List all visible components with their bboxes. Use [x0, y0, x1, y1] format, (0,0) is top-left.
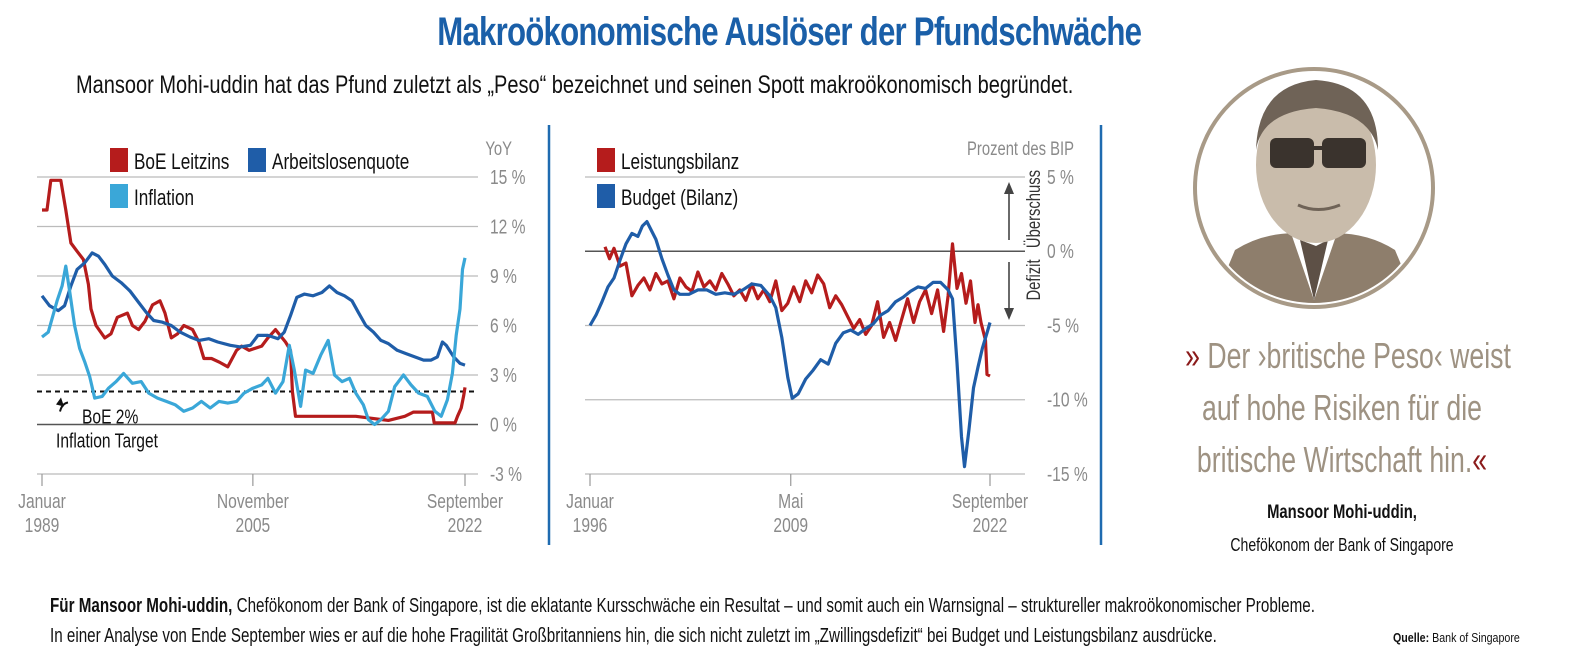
series-line-arbeitslosenquote [40, 251, 466, 367]
portrait [1193, 67, 1435, 309]
page-subtitle: Mansoor Mohi-uddin hat das Pfund zuletzt… [76, 71, 1074, 99]
y-tick-label: -5 % [1047, 315, 1079, 337]
footer-bold-lead: Für Mansoor Mohi-uddin, [50, 595, 233, 617]
chart-deficits: Prozent des BIP 5 % 0 % -5 % -10 % -15 % Janua… [566, 138, 1088, 536]
x-tick-label-year: 2005 [236, 514, 271, 536]
y-tick-label: 0 % [490, 414, 517, 436]
x-tick-label: Januar [566, 490, 614, 512]
y-tick-label: -15 % [1047, 463, 1088, 485]
x-tick-label-year: 1989 [25, 514, 60, 536]
legend-swatch [597, 148, 615, 172]
source-value: Bank of Singapore [1429, 630, 1520, 645]
x-tick-label-year: 1996 [573, 514, 608, 536]
y-tick-label: 0 % [1047, 240, 1074, 262]
x-tick-label: November [217, 490, 289, 512]
x-tick-label: Januar [18, 490, 66, 512]
surplus-label: Überschuss [1023, 170, 1044, 248]
x-tick-label: September [952, 490, 1028, 512]
footer-line-1-text: Chefökonom der Bank of Singapore, ist di… [232, 595, 1315, 617]
quote-line-1: Der ›britische Peso‹ weist [1207, 335, 1511, 376]
x-tick-label-year: 2022 [973, 514, 1008, 536]
quote-line-3: britische Wirtschaft hin. [1196, 439, 1473, 480]
y-tick-label: 15 % [490, 166, 526, 188]
deficit-label: Defizit [1023, 259, 1044, 300]
y-tick-label: 6 % [490, 315, 517, 337]
footer-line-1: Für Mansoor Mohi-uddin, Chefökonom der B… [50, 595, 1315, 618]
series-line-budget-bilanz- [588, 220, 992, 469]
quote-author: Mansoor Mohi-uddin, [1267, 502, 1417, 523]
source-label: Quelle: [1393, 630, 1430, 645]
x-tick-label: September [427, 490, 503, 512]
series-line-boe-leitzins [42, 178, 467, 425]
y-tick-label: 3 % [490, 364, 517, 386]
legend-swatch [110, 184, 128, 208]
series-line-leistungsbilanz [603, 242, 991, 378]
y-tick-label: 9 % [490, 265, 517, 287]
deficit-arrow-head [1004, 308, 1014, 320]
legend-label: BoE Leitzins [134, 150, 229, 175]
legend-label: Budget (Bilanz) [621, 186, 738, 211]
x-tick-label-year: 2022 [448, 514, 483, 536]
series-line-inflation [41, 257, 467, 427]
pull-quote: » Der ›britische Peso‹ weist auf hohe Ri… [1130, 330, 1554, 486]
source-note: Quelle: Bank of Singapore [1393, 630, 1520, 645]
y-unit-label: YoY [485, 138, 512, 159]
quote-author-role: Chefökonom der Bank of Singapore [1230, 535, 1454, 555]
legend-swatch [110, 148, 128, 172]
quote-close-mark: « [1472, 439, 1488, 480]
target-label-1: BoE 2% [82, 406, 138, 428]
footer-line-2: In einer Analyse von Ende September wies… [50, 625, 1217, 647]
surplus-arrow-head [1004, 182, 1014, 194]
target-label-2: Inflation Target [56, 430, 158, 452]
legend-label: Leistungsbilanz [621, 150, 739, 175]
y-tick-label: 5 % [1047, 166, 1074, 188]
legend-label: Arbeitslosenquote [272, 150, 409, 175]
x-tick-label-year: 2009 [773, 514, 808, 536]
legend-label: Inflation [134, 186, 194, 211]
legend-swatch [248, 148, 266, 172]
y-tick-label: -10 % [1047, 389, 1088, 411]
y-tick-label: -3 % [490, 463, 522, 485]
legend-swatch [597, 184, 615, 208]
x-tick-label: Mai [778, 490, 803, 512]
page-title: Makroökonomische Auslöser der Pfundschwä… [437, 10, 1142, 54]
y-unit-label: Prozent des BIP [967, 138, 1074, 159]
quote-open-mark: » [1185, 335, 1200, 376]
target-arrow-head [56, 397, 64, 407]
quote-line-2: auf hohe Risiken für die [1202, 387, 1482, 428]
y-tick-label: 12 % [490, 216, 526, 238]
